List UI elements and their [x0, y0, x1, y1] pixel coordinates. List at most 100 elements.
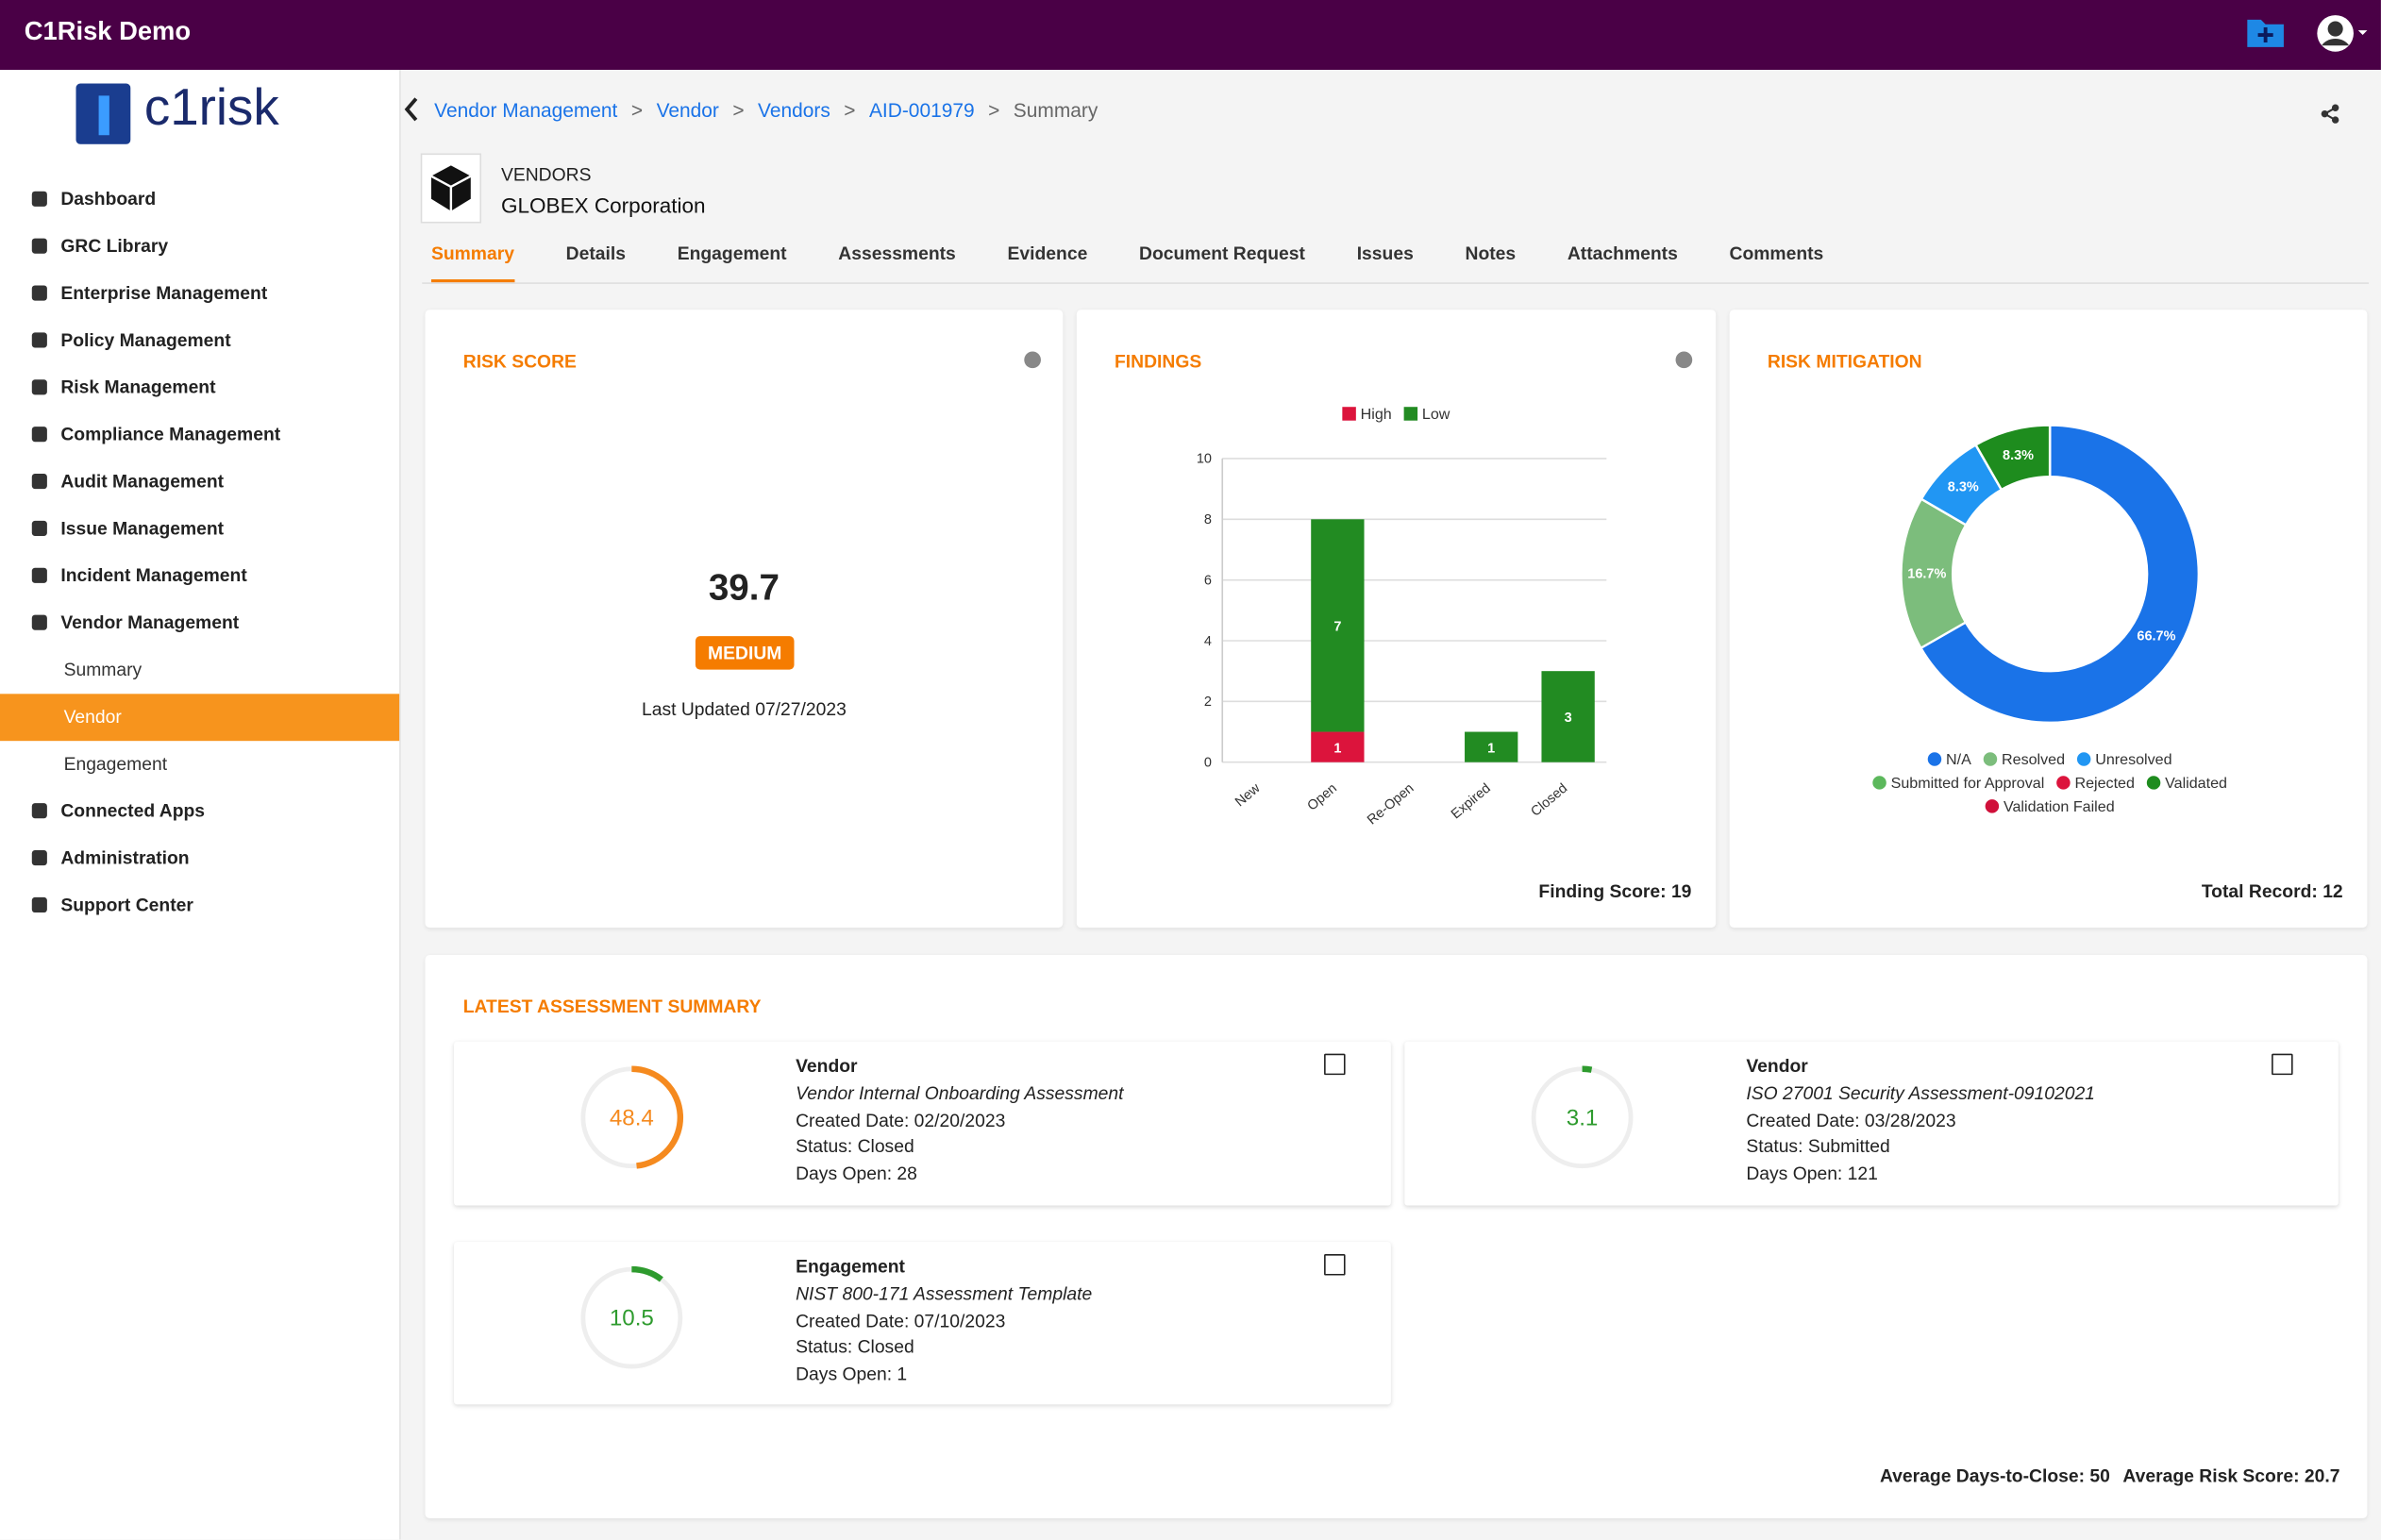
assessment-info: Vendor ISO 27001 Security Assessment-0910… — [1746, 1054, 2095, 1189]
average-risk: Average Risk Score: 20.7 — [2122, 1465, 2340, 1487]
sidebar: c1risk Dashboard GRC Library Enterprise Ma… — [0, 70, 401, 1540]
assessment-type: Vendor — [1746, 1055, 1808, 1077]
tab[interactable]: Comments — [1729, 243, 1824, 264]
breadcrumb-link[interactable]: Vendor Management — [434, 98, 618, 122]
nav-item[interactable]: Dashboard — [0, 176, 399, 224]
status: Status: Submitted — [1746, 1136, 1890, 1158]
finding-score: Finding Score: 19 — [1538, 880, 1692, 902]
vendor-icon — [420, 153, 482, 224]
assessment-info: Vendor Vendor Internal Onboarding Assessm… — [796, 1054, 1123, 1189]
nav-item[interactable]: Enterprise Management — [0, 270, 399, 317]
nav-icon — [31, 896, 47, 913]
tab[interactable]: Summary — [430, 243, 514, 283]
header-name: GLOBEX Corporation — [500, 192, 706, 218]
nav-sub-item[interactable]: Summary — [63, 659, 143, 680]
assessment-name: Vendor Internal Onboarding Assessment — [796, 1081, 1124, 1104]
nav-item[interactable]: Audit Management — [0, 459, 399, 506]
tab[interactable]: Evidence — [1007, 243, 1088, 264]
nav-icon — [31, 379, 47, 395]
card-title: FINDINGS — [1115, 350, 1202, 373]
nav-item[interactable]: Risk Management — [0, 364, 399, 411]
tab[interactable]: Issues — [1356, 243, 1414, 264]
nav-icon — [31, 191, 47, 207]
status: Status: Closed — [796, 1336, 914, 1359]
nav-item[interactable]: Incident Management — [0, 553, 399, 600]
nav-icon — [31, 567, 47, 583]
nav-item[interactable]: Compliance Management — [0, 411, 399, 459]
nav-icon — [31, 332, 47, 348]
nav-icon — [31, 474, 47, 490]
user-menu[interactable] — [2314, 12, 2372, 55]
back-button[interactable] — [401, 94, 423, 125]
created-date: Created Date: 03/28/2023 — [1746, 1109, 1956, 1131]
nav-icon — [31, 803, 47, 819]
risk-mitigation-card: RISK MITIGATION Total Record: 12 — [1729, 310, 2368, 929]
add-folder-button[interactable] — [2246, 15, 2286, 48]
assessment-name: ISO 27001 Security Assessment-09102021 — [1746, 1081, 2095, 1104]
card-title: LATEST ASSESSMENT SUMMARY — [462, 996, 762, 1018]
risk-score-card: RISK SCORE 39.7 MEDIUM Last Updated 07/2… — [425, 310, 1064, 929]
tab[interactable]: Assessments — [838, 243, 956, 264]
findings-card: FINDINGS Finding Score: 19 — [1076, 310, 1717, 929]
tab[interactable]: Engagement — [677, 243, 787, 264]
open-link[interactable] — [2272, 1053, 2293, 1076]
nav-item[interactable]: GRC Library — [0, 224, 399, 271]
tab[interactable]: Document Request — [1139, 243, 1305, 264]
nav-icon — [31, 285, 47, 301]
app-title: C1Risk Demo — [24, 16, 192, 46]
assessment-card: LATEST ASSESSMENT SUMMARY Average Days-t… — [425, 955, 2368, 1518]
logo-icon — [75, 83, 131, 144]
nav-item[interactable]: Issue Management — [0, 506, 399, 553]
breadcrumb-link[interactable]: Summary — [975, 99, 1098, 122]
assessment-item: Engagement NIST 800-171 Assessment Templa… — [454, 1242, 1391, 1405]
assessment-item: Vendor Vendor Internal Onboarding Assessm… — [454, 1041, 1391, 1206]
breadcrumb-link[interactable]: Vendor — [617, 99, 719, 122]
open-link[interactable] — [1324, 1053, 1346, 1076]
assessment-info: Engagement NIST 800-171 Assessment Templa… — [796, 1254, 1092, 1389]
nav-icon — [31, 614, 47, 630]
nav-icon — [31, 520, 47, 536]
last-updated: Last Updated 07/27/2023 — [641, 698, 847, 720]
days-open: Days Open: 121 — [1746, 1163, 1878, 1185]
nav-item[interactable]: Administration — [0, 835, 399, 882]
logo-text: c1risk — [143, 78, 279, 137]
average-days: Average Days-to-Close: 50 — [1879, 1465, 2110, 1487]
tab[interactable]: Attachments — [1567, 243, 1678, 264]
assessment-type: Vendor — [796, 1055, 858, 1077]
top-bar: C1Risk Demo — [0, 0, 2381, 71]
nav-sub-item[interactable]: Vendor — [0, 694, 400, 742]
card-title: RISK MITIGATION — [1767, 350, 1922, 373]
status: Status: Closed — [796, 1136, 914, 1158]
share-button[interactable] — [2321, 103, 2342, 125]
tab[interactable]: Notes — [1465, 243, 1517, 264]
risk-level: MEDIUM — [695, 636, 795, 670]
nav-item[interactable]: Vendor Management — [0, 600, 399, 647]
nav-item[interactable]: Support Center — [0, 882, 399, 929]
open-link[interactable] — [1324, 1254, 1346, 1276]
nav-item[interactable]: Policy Management — [0, 317, 399, 364]
created-date: Created Date: 02/20/2023 — [796, 1109, 1006, 1131]
nav-icon — [31, 427, 47, 443]
nav-item[interactable]: Connected Apps — [0, 788, 399, 835]
breadcrumb-link[interactable]: Vendors — [719, 99, 830, 122]
days-open: Days Open: 1 — [796, 1364, 908, 1385]
tab-divider — [422, 282, 2370, 284]
breadcrumb: Vendor ManagementVendorVendorsAID-001979… — [434, 99, 1098, 122]
card-title: RISK SCORE — [462, 350, 577, 373]
created-date: Created Date: 07/10/2023 — [796, 1309, 1006, 1331]
tab[interactable]: Details — [565, 243, 627, 264]
days-open: Days Open: 28 — [796, 1163, 917, 1185]
breadcrumb-link[interactable]: AID-001979 — [830, 99, 975, 122]
total-record: Total Record: 12 — [2201, 880, 2343, 902]
nav-icon — [31, 850, 47, 866]
tabs: Summary Details Engagement Assessments Evide… — [430, 243, 1875, 283]
header-label: VENDORS — [500, 163, 592, 186]
risk-score: 39.7 — [708, 567, 780, 610]
assessment-type: Engagement — [796, 1255, 905, 1278]
assessment-name: NIST 800-171 Assessment Template — [796, 1282, 1093, 1304]
nav-icon — [31, 238, 47, 254]
nav-sub-item[interactable]: Engagement — [63, 753, 168, 775]
assessment-item: Vendor ISO 27001 Security Assessment-0910… — [1404, 1041, 2339, 1206]
